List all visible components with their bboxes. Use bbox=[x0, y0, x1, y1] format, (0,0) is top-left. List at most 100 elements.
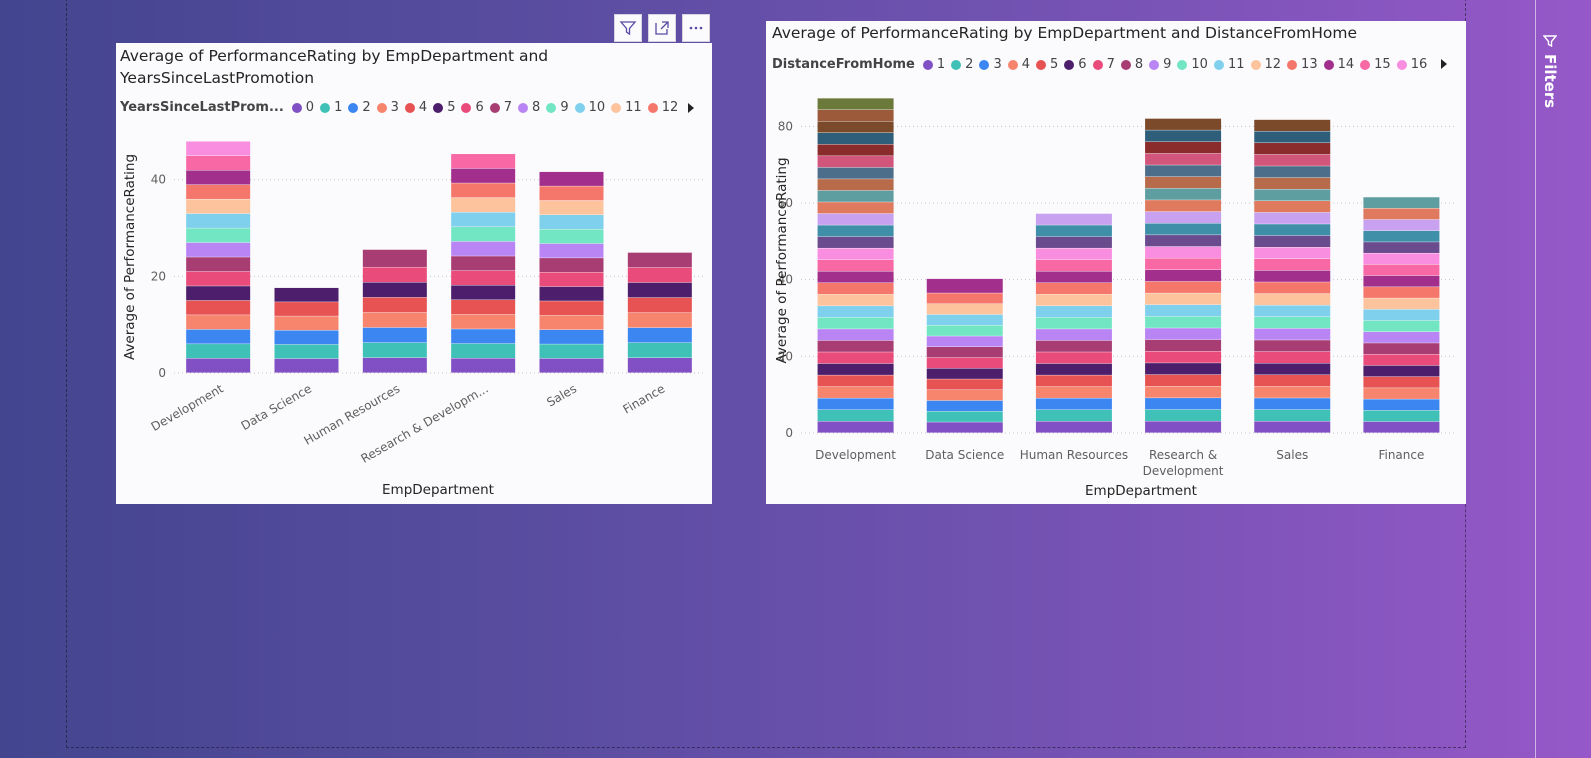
bar-segment[interactable] bbox=[817, 98, 894, 110]
bar-segment[interactable] bbox=[1363, 287, 1440, 298]
bar-segment[interactable] bbox=[1035, 236, 1112, 248]
bar-segment[interactable] bbox=[451, 212, 516, 227]
bar-segment[interactable] bbox=[1363, 219, 1440, 231]
bar-segment[interactable] bbox=[539, 171, 604, 186]
bar-segment[interactable] bbox=[926, 278, 1003, 293]
bar-segment[interactable] bbox=[1254, 317, 1331, 329]
legend-item[interactable]: 12 bbox=[647, 100, 678, 115]
bar-segment[interactable] bbox=[926, 389, 1003, 401]
bar-segment[interactable] bbox=[1035, 248, 1112, 260]
bar-segment[interactable] bbox=[817, 340, 894, 352]
bar-segment[interactable] bbox=[186, 358, 251, 373]
bar-segment[interactable] bbox=[1145, 339, 1222, 352]
bar-segment[interactable] bbox=[627, 252, 692, 268]
bar-segment[interactable] bbox=[274, 316, 339, 331]
filters-pane[interactable] bbox=[1535, 0, 1591, 758]
bar-segment[interactable] bbox=[1145, 211, 1222, 224]
legend-item[interactable]: 6 bbox=[1064, 57, 1087, 72]
legend-item[interactable]: 9 bbox=[546, 100, 569, 115]
bar-segment[interactable] bbox=[817, 375, 894, 387]
bar-segment[interactable] bbox=[1363, 320, 1440, 332]
legend-item[interactable]: 5 bbox=[433, 100, 455, 115]
legend-item[interactable]: 4 bbox=[1007, 57, 1030, 72]
bar-segment[interactable] bbox=[1145, 351, 1222, 363]
bar-segment[interactable] bbox=[1254, 386, 1331, 398]
bar-segment[interactable] bbox=[1145, 153, 1222, 165]
bar-segment[interactable] bbox=[1254, 247, 1331, 259]
bar-segment[interactable] bbox=[362, 297, 427, 313]
legend-item[interactable]: 5 bbox=[1036, 57, 1058, 72]
bar-segment[interactable] bbox=[186, 170, 251, 185]
bar-segment[interactable] bbox=[1145, 176, 1222, 189]
legend-item[interactable]: 7 bbox=[1092, 57, 1115, 72]
bar-segment[interactable] bbox=[817, 282, 894, 295]
bar-segment[interactable] bbox=[817, 236, 894, 248]
bar-segment[interactable] bbox=[186, 315, 251, 330]
bar-segment[interactable] bbox=[1254, 212, 1331, 224]
bar-segment[interactable] bbox=[186, 184, 251, 199]
bar-segment[interactable] bbox=[362, 327, 427, 343]
bar-segment[interactable] bbox=[539, 186, 604, 201]
bar-segment[interactable] bbox=[1035, 271, 1112, 283]
bar-segment[interactable] bbox=[1035, 363, 1112, 375]
bar-segment[interactable] bbox=[1145, 328, 1222, 340]
bar-segment[interactable] bbox=[451, 197, 516, 213]
bar-segment[interactable] bbox=[1145, 386, 1222, 398]
filters-pane-toggle[interactable]: Filters bbox=[1540, 34, 1560, 108]
legend-item[interactable]: 1 bbox=[922, 57, 945, 72]
bar-segment[interactable] bbox=[1145, 188, 1222, 200]
bar-segment[interactable] bbox=[186, 300, 251, 315]
bar-segment[interactable] bbox=[817, 190, 894, 202]
bar-segment[interactable] bbox=[1363, 253, 1440, 265]
bar-segment[interactable] bbox=[1145, 316, 1222, 328]
legend-item[interactable]: 15 bbox=[1360, 57, 1391, 72]
bar-segment[interactable] bbox=[1254, 131, 1331, 143]
legend-next-arrow[interactable] bbox=[688, 103, 694, 113]
bar-segment[interactable] bbox=[1254, 143, 1331, 155]
bar-segment[interactable] bbox=[1363, 410, 1440, 422]
bar-segment[interactable] bbox=[186, 155, 251, 171]
bar-segment[interactable] bbox=[817, 109, 894, 122]
bar-segment[interactable] bbox=[274, 302, 339, 316]
bar-segment[interactable] bbox=[627, 297, 692, 313]
bar-segment[interactable] bbox=[451, 329, 516, 344]
bar-segment[interactable] bbox=[926, 325, 1003, 336]
bar-segment[interactable] bbox=[451, 227, 516, 242]
bar-segment[interactable] bbox=[1254, 305, 1331, 317]
legend-item[interactable]: 8 bbox=[1120, 57, 1143, 72]
bar-segment[interactable] bbox=[451, 183, 516, 198]
bar-segment[interactable] bbox=[1145, 130, 1222, 142]
bar-segment[interactable] bbox=[1145, 141, 1222, 154]
bar-segment[interactable] bbox=[451, 358, 516, 373]
bar-segment[interactable] bbox=[362, 282, 427, 298]
bar-segment[interactable] bbox=[1035, 421, 1112, 433]
bar-segment[interactable] bbox=[1363, 242, 1440, 253]
bar-segment[interactable] bbox=[539, 329, 604, 344]
bar-segment[interactable] bbox=[451, 314, 516, 329]
bar-segment[interactable] bbox=[627, 267, 692, 283]
bar-segment[interactable] bbox=[186, 271, 251, 286]
legend-item[interactable]: 14 bbox=[1323, 57, 1354, 72]
legend-item[interactable]: 3 bbox=[979, 57, 1002, 72]
bar-segment[interactable] bbox=[1363, 399, 1440, 411]
bar-segment[interactable] bbox=[1145, 409, 1222, 421]
bar-segment[interactable] bbox=[1254, 154, 1331, 166]
bar-segment[interactable] bbox=[1363, 197, 1440, 209]
bar-segment[interactable] bbox=[1254, 375, 1331, 387]
bar-segment[interactable] bbox=[1254, 398, 1331, 410]
bar-segment[interactable] bbox=[1363, 275, 1440, 287]
bar-segment[interactable] bbox=[1145, 363, 1222, 375]
bar-segment[interactable] bbox=[186, 199, 251, 214]
bar-segment[interactable] bbox=[1145, 398, 1222, 410]
bar-segment[interactable] bbox=[1035, 213, 1112, 225]
bar-segment[interactable] bbox=[1035, 306, 1112, 318]
bar-segment[interactable] bbox=[539, 215, 604, 229]
bar-segment[interactable] bbox=[817, 271, 894, 283]
bar-segment[interactable] bbox=[817, 202, 894, 214]
bar-segment[interactable] bbox=[186, 344, 251, 359]
bar-segment[interactable] bbox=[926, 379, 1003, 390]
legend-item[interactable]: 11 bbox=[611, 100, 642, 115]
legend-item[interactable]: 2 bbox=[951, 57, 973, 72]
bar-segment[interactable] bbox=[274, 330, 339, 345]
bar-segment[interactable] bbox=[1363, 298, 1440, 310]
